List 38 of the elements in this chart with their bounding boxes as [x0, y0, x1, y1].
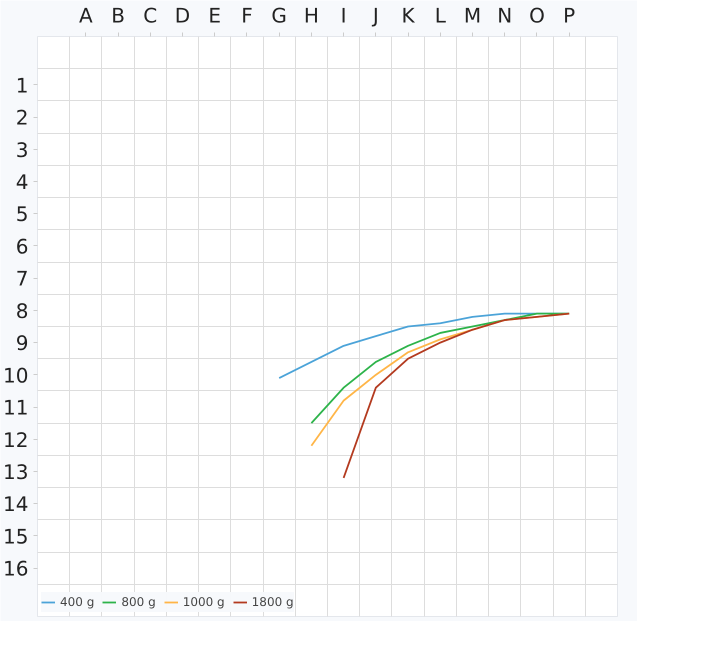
- y-tick-label: 1: [16, 73, 29, 98]
- x-tick-label: K: [402, 4, 416, 28]
- x-tick-label: D: [174, 4, 190, 28]
- y-tick-label: 3: [16, 138, 29, 162]
- y-tick-label: 5: [16, 202, 29, 226]
- x-tick-label: E: [208, 4, 222, 28]
- line-series: [310, 312, 570, 424]
- y-tick-label: 12: [3, 428, 29, 452]
- x-tick-label: G: [271, 4, 287, 28]
- x-tick-label: L: [434, 4, 447, 28]
- x-tick-label: J: [370, 4, 379, 28]
- x-tick-label: C: [143, 4, 158, 28]
- y-tick-label: 14: [3, 492, 29, 516]
- x-tick-label: O: [529, 4, 545, 28]
- y-tick-label: 7: [16, 266, 29, 291]
- y-tick-label: 9: [16, 331, 29, 356]
- y-tick-label: 16: [3, 556, 29, 581]
- x-tick-label: N: [497, 4, 512, 28]
- y-tick-label: 4: [16, 170, 29, 194]
- x-tick-label: M: [464, 4, 482, 28]
- legend-label: 800 g: [121, 595, 156, 609]
- y-tick-label: 10: [3, 363, 29, 388]
- x-tick-label: P: [563, 4, 576, 28]
- x-tick-label: F: [241, 4, 253, 28]
- legend-label: 1800 g: [252, 595, 294, 609]
- y-tick-label: 2: [16, 106, 29, 130]
- x-tick-label: B: [111, 4, 125, 28]
- line-series: [342, 312, 570, 479]
- y-tick-label: 13: [3, 460, 29, 484]
- x-tick-label: H: [304, 4, 319, 28]
- y-tick-label: 15: [3, 524, 29, 548]
- y-tick-label: 11: [3, 396, 29, 420]
- y-tick-label: 6: [16, 234, 29, 258]
- x-tick-label: A: [78, 4, 93, 28]
- x-tick-label: I: [340, 4, 347, 28]
- legend-label: 1000 g: [182, 595, 225, 609]
- legend-label: 400 g: [60, 595, 94, 609]
- y-tick-label: 8: [16, 298, 29, 323]
